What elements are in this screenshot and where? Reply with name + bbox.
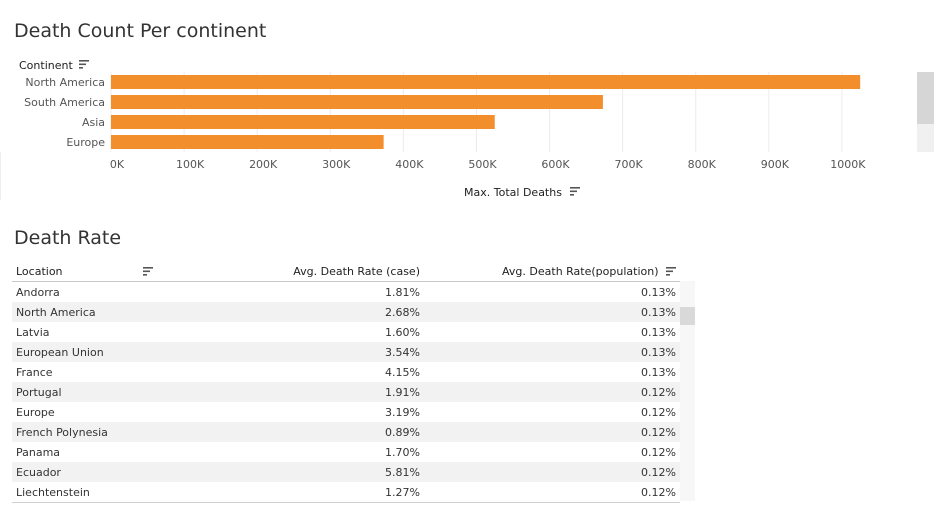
cell-death-rate-population: 0.13% bbox=[424, 302, 680, 322]
cell-death-rate-case: 4.15% bbox=[157, 362, 424, 382]
bar[interactable] bbox=[111, 115, 495, 129]
category-label: North America bbox=[25, 76, 105, 89]
cell-location: Europe bbox=[12, 402, 157, 422]
sort-icon[interactable] bbox=[143, 267, 153, 276]
chart-divider bbox=[0, 152, 1, 200]
cell-location: European Union bbox=[12, 342, 157, 362]
cell-death-rate-population: 0.12% bbox=[424, 482, 680, 503]
cell-death-rate-population: 0.12% bbox=[424, 422, 680, 442]
table-row: Europe 3.19% 0.12% bbox=[12, 402, 680, 422]
category-label: Europe bbox=[66, 136, 105, 149]
x-tick-label: 400K bbox=[395, 158, 424, 171]
category-label: Asia bbox=[82, 116, 105, 129]
column-header-location-label: Location bbox=[16, 265, 63, 278]
cell-location: French Polynesia bbox=[12, 422, 157, 442]
cell-location: Liechtenstein bbox=[12, 482, 157, 503]
x-tick-label: 800K bbox=[688, 158, 717, 171]
cell-death-rate-case: 1.91% bbox=[157, 382, 424, 402]
cell-death-rate-case: 0.89% bbox=[157, 422, 424, 442]
cell-death-rate-case: 1.70% bbox=[157, 442, 424, 462]
bar-chart: Continent North America South America Asia E… bbox=[0, 55, 941, 205]
chart-scrollbar-thumb[interactable] bbox=[917, 72, 934, 124]
sort-descending-icon[interactable] bbox=[570, 187, 580, 189]
table-row: Andorra 1.81% 0.13% bbox=[12, 282, 680, 303]
table-scrollbar[interactable] bbox=[680, 281, 695, 501]
cell-death-rate-case: 3.19% bbox=[157, 402, 424, 422]
column-header-death-rate-case[interactable]: Avg. Death Rate (case) bbox=[157, 261, 424, 282]
row-header-continent[interactable]: Continent bbox=[19, 59, 73, 72]
x-tick-label: 300K bbox=[322, 158, 351, 171]
table-row: Latvia 1.60% 0.13% bbox=[12, 322, 680, 342]
table-title: Death Rate bbox=[14, 227, 121, 249]
bar[interactable] bbox=[111, 75, 860, 89]
sort-descending-icon[interactable] bbox=[570, 191, 577, 193]
cell-death-rate-population: 0.13% bbox=[424, 342, 680, 362]
cell-location: France bbox=[12, 362, 157, 382]
x-tick-label: 500K bbox=[468, 158, 497, 171]
sort-descending-icon[interactable] bbox=[666, 267, 676, 276]
sort-descending-icon[interactable] bbox=[570, 194, 574, 196]
column-header-death-rate-population[interactable]: Avg. Death Rate(population) bbox=[424, 261, 680, 282]
x-tick-label: 600K bbox=[541, 158, 570, 171]
cell-death-rate-population: 0.13% bbox=[424, 322, 680, 342]
x-axis-title[interactable]: Max. Total Deaths bbox=[464, 186, 562, 199]
chart-title: Death Count Per continent bbox=[14, 20, 266, 42]
sort-icon-line bbox=[79, 60, 89, 62]
cell-death-rate-population: 0.12% bbox=[424, 442, 680, 462]
cell-death-rate-case: 1.60% bbox=[157, 322, 424, 342]
cell-location: Latvia bbox=[12, 322, 157, 342]
cell-location: Portugal bbox=[12, 382, 157, 402]
column-header-death-rate-case-label: Avg. Death Rate (case) bbox=[293, 265, 420, 278]
cell-death-rate-population: 0.12% bbox=[424, 462, 680, 482]
cell-death-rate-case: 3.54% bbox=[157, 342, 424, 362]
x-tick-label: 100K bbox=[176, 158, 205, 171]
cell-death-rate-population: 0.12% bbox=[424, 402, 680, 422]
table-row: European Union 3.54% 0.13% bbox=[12, 342, 680, 362]
x-tick-label: 700K bbox=[615, 158, 644, 171]
table-header-row: Location Avg. Death Rate (case) Avg. Dea… bbox=[12, 261, 680, 282]
category-label: South America bbox=[24, 96, 105, 109]
bar[interactable] bbox=[111, 135, 384, 149]
death-rate-table: Location Avg. Death Rate (case) Avg. Dea… bbox=[12, 261, 680, 503]
x-tick-label: 200K bbox=[249, 158, 278, 171]
sort-icon-line bbox=[79, 64, 86, 66]
cell-death-rate-case: 5.81% bbox=[157, 462, 424, 482]
chart-scrollbar[interactable] bbox=[917, 72, 934, 152]
cell-location: Andorra bbox=[12, 282, 157, 303]
column-header-death-rate-population-label: Avg. Death Rate(population) bbox=[502, 265, 658, 278]
table-row: Ecuador 5.81% 0.12% bbox=[12, 462, 680, 482]
cell-location: Ecuador bbox=[12, 462, 157, 482]
table-scrollbar-thumb[interactable] bbox=[680, 307, 695, 325]
cell-location: North America bbox=[12, 302, 157, 322]
column-header-location[interactable]: Location bbox=[12, 261, 157, 282]
table-row: Portugal 1.91% 0.12% bbox=[12, 382, 680, 402]
cell-location: Panama bbox=[12, 442, 157, 462]
cell-death-rate-case: 2.68% bbox=[157, 302, 424, 322]
table-row: France 4.15% 0.13% bbox=[12, 362, 680, 382]
cell-death-rate-population: 0.13% bbox=[424, 362, 680, 382]
chart-scrollbar-track bbox=[917, 124, 934, 152]
cell-death-rate-case: 1.81% bbox=[157, 282, 424, 303]
table-row: Liechtenstein 1.27% 0.12% bbox=[12, 482, 680, 503]
x-tick-label: 900K bbox=[761, 158, 790, 171]
bar[interactable] bbox=[111, 95, 603, 109]
x-tick-label: 1000K bbox=[830, 158, 866, 171]
cell-death-rate-population: 0.12% bbox=[424, 382, 680, 402]
table-row: North America 2.68% 0.13% bbox=[12, 302, 680, 322]
cell-death-rate-case: 1.27% bbox=[157, 482, 424, 503]
table-row: French Polynesia 0.89% 0.12% bbox=[12, 422, 680, 442]
x-tick-label: 0K bbox=[110, 158, 125, 171]
cell-death-rate-population: 0.13% bbox=[424, 282, 680, 303]
sort-icon-line bbox=[79, 67, 83, 69]
table-row: Panama 1.70% 0.12% bbox=[12, 442, 680, 462]
